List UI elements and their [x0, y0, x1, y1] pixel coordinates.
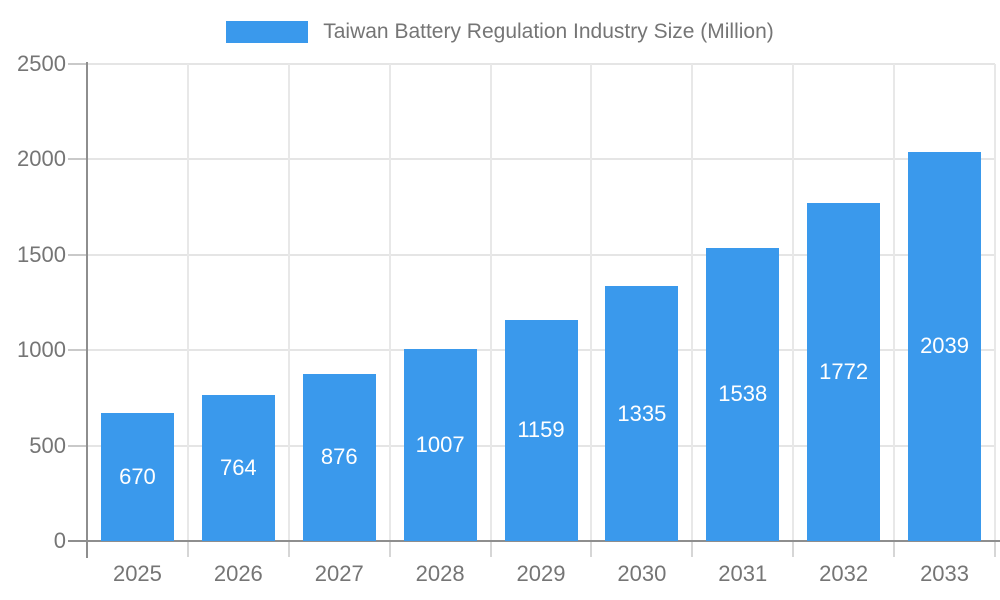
- x-tick-label: 2025: [112, 561, 162, 586]
- gridline-v: [489, 64, 492, 541]
- x-tick-label: 2028: [415, 561, 465, 586]
- x-tick-label: 2032: [819, 561, 869, 586]
- bar-value-label: 670: [119, 464, 156, 490]
- y-tick: [68, 444, 87, 447]
- bar: [908, 151, 982, 541]
- x-tick-label: 2031: [718, 561, 768, 586]
- y-tick-label: 500: [29, 432, 66, 458]
- bar-value-label: 1007: [415, 431, 465, 457]
- bar-value-label: 1538: [718, 381, 768, 407]
- x-tick-label: 2029: [516, 561, 566, 586]
- bar: [504, 319, 578, 541]
- x-tick: [590, 541, 593, 557]
- x-tick: [994, 541, 996, 557]
- legend-swatch: [226, 21, 309, 43]
- x-tick: [388, 541, 391, 557]
- gridline-v: [691, 64, 694, 541]
- x-tick: [287, 541, 290, 557]
- x-tick: [489, 541, 492, 557]
- chart-legend[interactable]: Taiwan Battery Regulation Industry Size …: [0, 20, 1000, 44]
- bar-value-label: 764: [219, 455, 257, 481]
- bar-value-label: 1159: [517, 417, 565, 443]
- bar: [201, 395, 275, 541]
- y-tick-label: 0: [53, 528, 66, 553]
- y-tick-label: 1500: [17, 241, 66, 267]
- x-tick: [893, 541, 896, 557]
- bar-value-label: 1335: [617, 400, 667, 426]
- y-tick-label: 2500: [17, 51, 66, 76]
- x-tick-label: 2027: [314, 561, 364, 586]
- y-tick: [68, 349, 87, 352]
- bar: [706, 247, 780, 541]
- gridline-v: [388, 64, 391, 541]
- bar: [403, 348, 477, 541]
- bar: [807, 202, 881, 541]
- y-tick-label: 1000: [17, 337, 66, 363]
- legend-label: Taiwan Battery Regulation Industry Size …: [323, 20, 774, 43]
- x-tick-label: 2026: [213, 561, 263, 586]
- y-tick: [68, 158, 87, 161]
- x-axis-line: [68, 540, 1000, 542]
- gridline-v: [287, 64, 290, 541]
- gridline-v: [792, 64, 795, 541]
- gridline-h: [87, 63, 995, 65]
- x-tick: [186, 541, 189, 557]
- gridline-v: [590, 64, 593, 541]
- x-tick-label: 2030: [617, 561, 667, 586]
- y-tick: [68, 63, 87, 65]
- y-tick: [68, 253, 87, 256]
- bar: [100, 413, 174, 541]
- gridline-v: [186, 64, 189, 541]
- x-tick: [792, 541, 795, 557]
- bar-value-label: 2039: [920, 333, 970, 359]
- x-tick-label: 2033: [920, 561, 970, 586]
- bar-value-label: 1772: [819, 358, 869, 384]
- y-tick-label: 2000: [17, 146, 66, 172]
- bar-value-label: 876: [320, 444, 358, 470]
- y-axis-line: [86, 62, 88, 558]
- bar: [302, 373, 376, 541]
- gridline-v: [994, 64, 996, 541]
- gridline-h: [87, 158, 995, 161]
- x-tick: [691, 541, 694, 557]
- gridline-v: [893, 64, 896, 541]
- gridline-h: [87, 253, 995, 256]
- bar: [605, 286, 679, 541]
